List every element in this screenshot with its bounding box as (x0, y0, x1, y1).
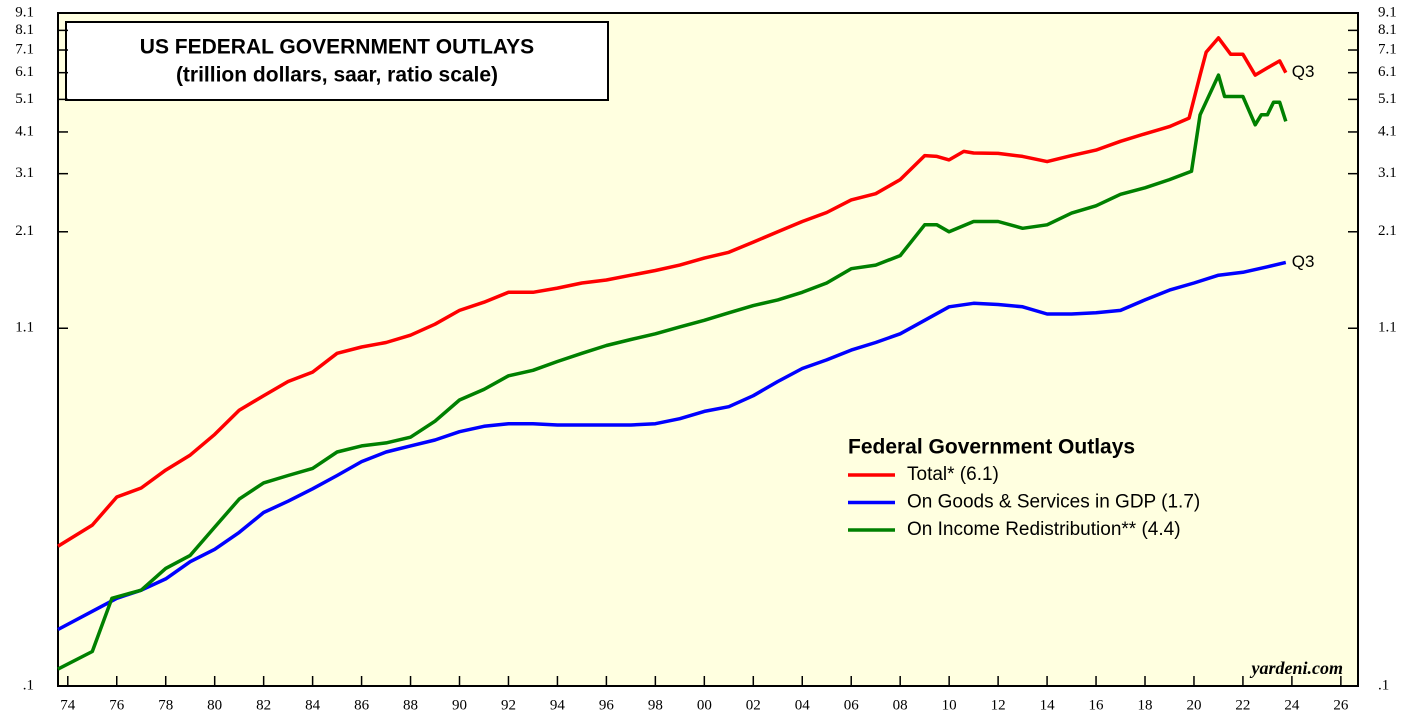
x-tick-label: 16 (1089, 697, 1105, 713)
x-tick-label: 78 (158, 697, 173, 713)
chart-title: US FEDERAL GOVERNMENT OUTLAYS (140, 36, 534, 59)
y2-tick-label: 1.1 (1378, 320, 1397, 336)
x-tick-label: 82 (256, 697, 271, 713)
legend-label: Total* (6.1) (907, 464, 999, 485)
x-tick-label: 84 (305, 697, 321, 713)
legend-label: On Income Redistribution** (4.4) (907, 519, 1181, 540)
plot-area (57, 12, 1359, 687)
y-tick-label: 2.1 (15, 223, 34, 239)
x-tick-label: 88 (403, 697, 418, 713)
x-tick-label: 22 (1235, 697, 1250, 713)
y2-tick-label: 6.1 (1378, 64, 1397, 80)
x-tick-label: 26 (1333, 697, 1349, 713)
x-tick-label: 06 (844, 697, 860, 713)
y-tick-label: 7.1 (15, 41, 34, 57)
y-tick-label: 3.1 (15, 165, 34, 181)
x-tick-label: 10 (942, 697, 957, 713)
legend-label: On Goods & Services in GDP (1.7) (907, 492, 1200, 513)
end-label: Q3 (1292, 252, 1315, 271)
title-box (65, 21, 609, 101)
x-tick-label: 90 (452, 697, 467, 713)
y-tick-label: 4.1 (15, 123, 34, 139)
x-tick-label: 92 (501, 697, 516, 713)
x-tick-label: 02 (746, 697, 761, 713)
series-line (57, 73, 1288, 671)
x-tick-label: 20 (1186, 697, 1201, 713)
x-tick-label: 24 (1284, 697, 1300, 713)
y2-tick-label: .1 (1378, 677, 1389, 693)
y-tick-label: 9.1 (15, 4, 34, 20)
y-tick-label: .1 (23, 677, 34, 693)
y2-tick-label: 3.1 (1378, 165, 1397, 181)
y2-tick-label: 5.1 (1378, 91, 1397, 107)
end-label: Q3 (1292, 62, 1315, 81)
y-tick-label: 8.1 (15, 22, 34, 38)
y-tick-label: 6.1 (15, 64, 34, 80)
x-tick-label: 86 (354, 697, 370, 713)
y2-tick-label: 7.1 (1378, 41, 1397, 57)
y2-tick-label: 8.1 (1378, 22, 1397, 38)
legend-title: Federal Government Outlays (848, 436, 1135, 459)
series-line (57, 36, 1288, 548)
x-tick-label: 96 (599, 697, 615, 713)
x-tick-label: 76 (109, 697, 125, 713)
x-tick-label: 08 (893, 697, 908, 713)
series-line (57, 260, 1287, 632)
x-tick-label: 12 (991, 697, 1006, 713)
y2-tick-label: 2.1 (1378, 223, 1397, 239)
x-tick-label: 98 (648, 697, 663, 713)
chart-subtitle: (trillion dollars, saar, ratio scale) (176, 64, 498, 87)
x-tick-label: 00 (697, 697, 712, 713)
y-tick-label: 1.1 (15, 320, 34, 336)
x-tick-label: 74 (60, 697, 76, 713)
x-tick-label: 94 (550, 697, 566, 713)
source: yardeni.com (1250, 658, 1344, 678)
x-tick-label: 14 (1040, 697, 1056, 713)
x-tick-label: 04 (795, 697, 811, 713)
y-tick-label: 5.1 (15, 91, 34, 107)
y2-tick-label: 9.1 (1378, 4, 1397, 20)
x-tick-label: 80 (207, 697, 222, 713)
x-tick-label: 18 (1138, 697, 1153, 713)
y2-tick-label: 4.1 (1378, 123, 1397, 139)
